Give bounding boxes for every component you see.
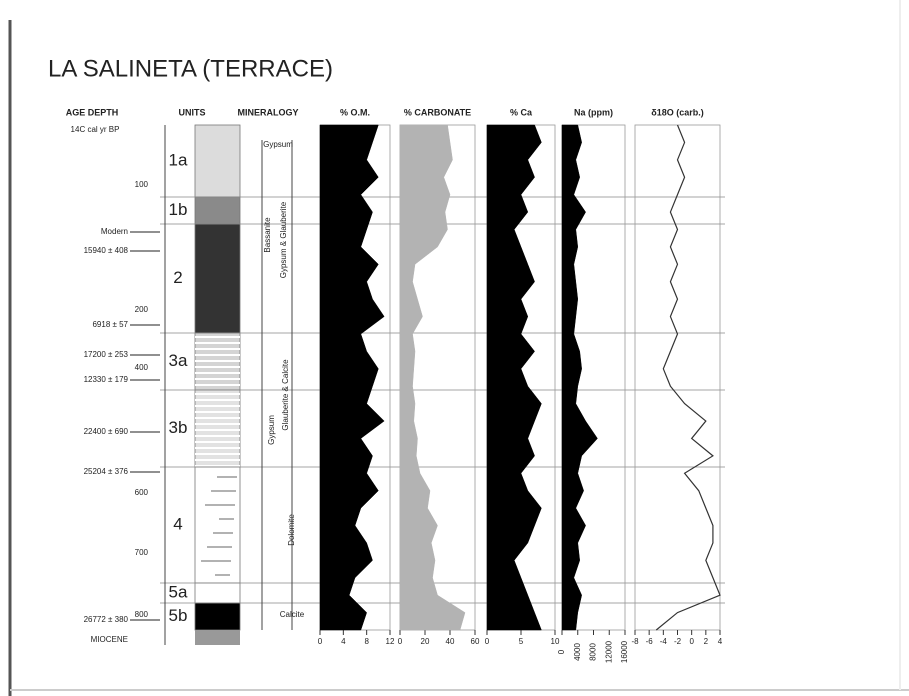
unit-block [195,467,240,583]
column-header: % Ca [510,107,533,117]
age-label: 25204 ± 376 [84,467,129,476]
x-tick-label: -8 [631,637,639,646]
unit-label: 5b [169,606,188,625]
mineralogy-label: Dolomite [287,514,296,546]
mineralogy-label: Calcite [280,610,305,619]
x-tick-label: 60 [471,637,480,646]
column-header: % O.M. [340,107,370,117]
x-tick-label: 16000 [620,640,629,663]
unit-block [195,603,240,630]
x-tick-label: 5 [519,637,524,646]
age-label: 15940 ± 408 [84,246,129,255]
age-label: 26772 ± 380 [84,615,129,624]
x-tick-label: 2 [704,637,709,646]
x-tick-label: 4 [341,637,346,646]
unit-block [195,125,240,197]
age-label: 22400 ± 690 [84,427,129,436]
unit-label: 3b [169,418,188,437]
x-tick-label: -2 [674,637,682,646]
x-tick-label: -6 [646,637,654,646]
x-tick-label: 8000 [589,643,598,661]
x-tick-label: 0 [485,637,490,646]
x-tick-label: 10 [551,637,560,646]
x-tick-label: 12 [386,637,395,646]
unit-label: 1b [169,200,188,219]
x-tick-label: 0 [318,637,323,646]
age-label: Modern [101,227,128,236]
mineralogy-label: Gypsum & Glauberite [279,201,288,278]
column-header: δ18O (carb.) [651,107,703,117]
depth-label: 800 [135,610,149,619]
x-tick-label: 4 [718,637,723,646]
unit-block [195,197,240,224]
x-tick-label: 0 [398,637,403,646]
mineralogy-label: Gypsum [267,415,276,445]
age-label: 17200 ± 253 [84,350,129,359]
unit-block [195,224,240,333]
page: LA SALINETA (TERRACE) AGE DEPTH UNITS MINE… [0,0,909,696]
column-header: % CARBONATE [404,107,471,117]
age-label: MIOCENE [91,635,128,644]
x-tick-label: 40 [446,637,455,646]
x-tick-label: 20 [421,637,430,646]
depth-label: 700 [135,548,149,557]
unit-label: 3a [169,351,188,370]
depth-label: 100 [135,180,149,189]
x-tick-label: 12000 [604,640,613,663]
unit-label: 5a [169,582,188,601]
x-tick-label: -4 [660,637,668,646]
background [0,0,909,696]
x-tick-label: 0 [557,649,566,654]
age-label: 12330 ± 179 [84,375,129,384]
depth-label: 600 [135,488,149,497]
unit-label: 2 [173,268,182,287]
x-tick-label: 0 [689,637,694,646]
miocene-block [195,630,240,645]
unit-block [195,390,240,467]
mineralogy-label: Glauberite & Calcite [281,359,290,431]
column-header: Na (ppm) [574,107,613,117]
depth-label: 200 [135,305,149,314]
depth-label: 400 [135,363,149,372]
mineralogy-label: Bassanite [263,217,272,253]
age-label: 6918 ± 57 [92,320,128,329]
age-unit: 14C cal yr BP [71,125,120,134]
unit-block [195,583,240,603]
unit-label: 4 [173,514,182,533]
x-tick-label: 8 [364,637,369,646]
x-tick-label: 4000 [573,643,582,661]
column-header: AGE DEPTH [66,107,119,117]
title: LA SALINETA (TERRACE) [48,55,333,82]
unit-label: 1a [169,150,188,169]
column-header: UNITS [179,107,206,117]
column-header: MINERALOGY [237,107,298,117]
mineralogy-label: Gypsum [263,140,293,149]
